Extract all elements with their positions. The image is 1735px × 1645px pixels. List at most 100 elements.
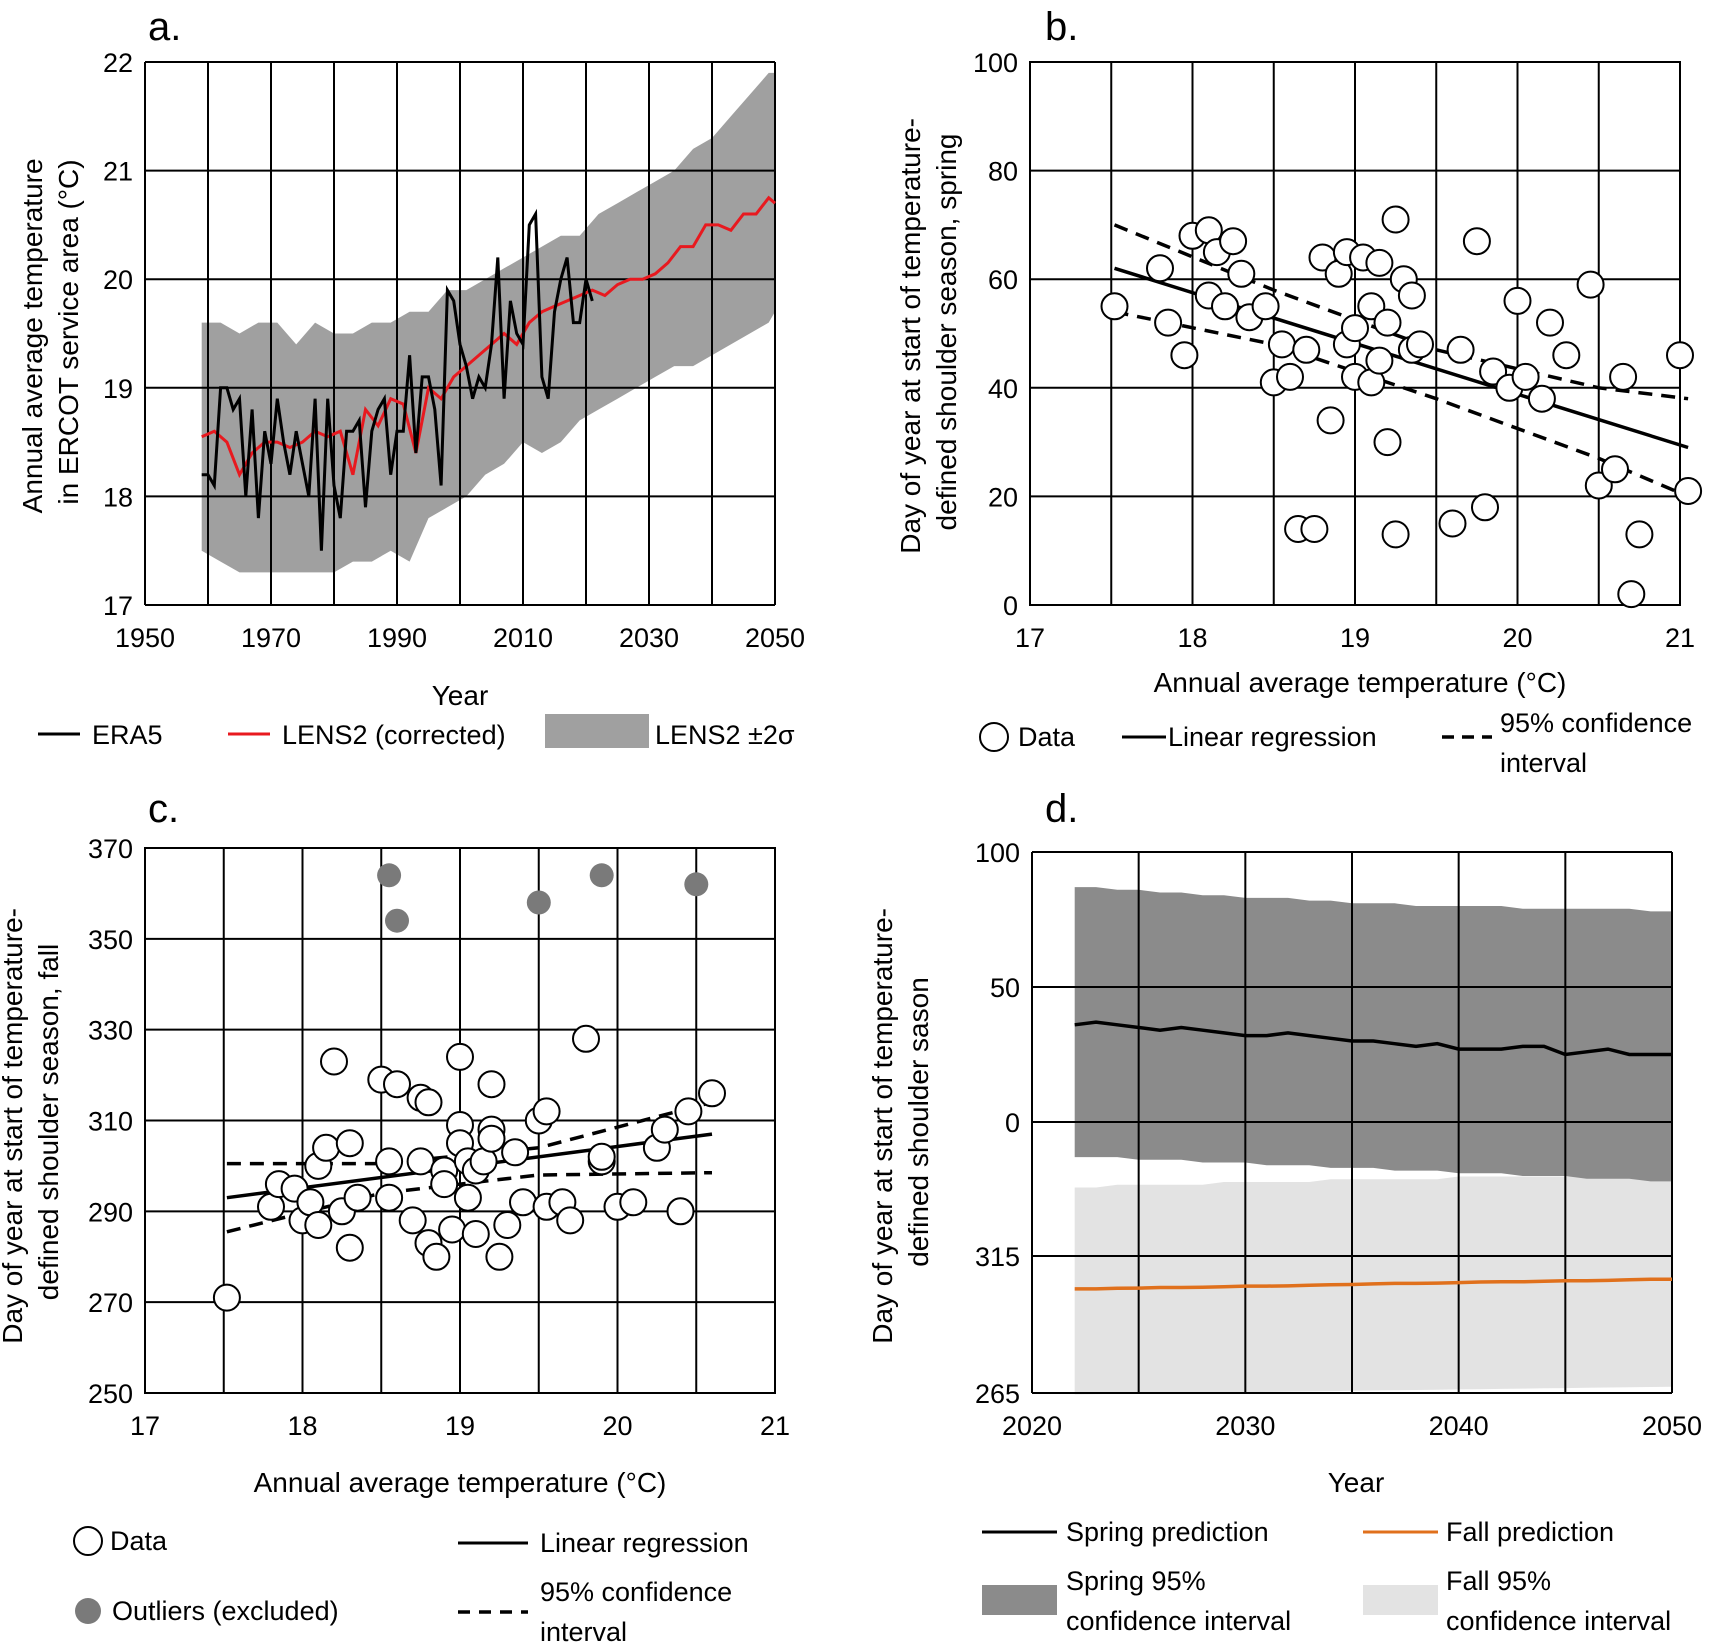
a-era5-line (201, 208, 594, 551)
b-x-tick-label: 21 (1665, 623, 1695, 653)
c-data-point (406, 1147, 435, 1176)
a-x-tick-label: 1990 (367, 623, 427, 653)
b-data-point (1381, 520, 1410, 549)
c-legend-regression-label: Linear regression (540, 1528, 749, 1558)
c-data-point (477, 1124, 506, 1153)
c-data-point (509, 1188, 537, 1217)
b-grid (1029, 61, 1681, 606)
c-y-tick-label: 310 (88, 1107, 133, 1137)
a-legend-era5-label: ERA5 (92, 720, 163, 750)
b-data-point (1552, 341, 1581, 370)
panel-a: a. 1950 1970 1990 2010 2030 2050171819202122 … (17, 5, 805, 750)
b-x-tick-label: 19 (1340, 623, 1370, 653)
panel-d: d. 2020 2030 2040 2050 100 50 0 315 265 Day of y… (867, 787, 1702, 1636)
c-y-tick-label: 270 (88, 1288, 133, 1318)
a-y-tick-label: 22 (103, 48, 133, 78)
b-data-point (1300, 515, 1329, 543)
d-x-axis-label: Year (1328, 1467, 1385, 1498)
b-data-point (1576, 270, 1605, 299)
c-data-point (304, 1211, 333, 1239)
b-data-point (1536, 308, 1564, 337)
d-fall-line (1074, 1277, 1672, 1291)
a-band-area (201, 72, 775, 573)
b-data-point (1609, 362, 1638, 391)
b-points-layer (1100, 205, 1703, 609)
b-x-axis-label: Annual average temperature (°C) (1154, 667, 1567, 698)
d-legend-spring-band-label: Spring 95% confidence interval (1066, 1566, 1291, 1636)
c-data-point (698, 1079, 726, 1108)
a-grid (144, 61, 776, 606)
a-x-tick-label: 1970 (241, 623, 301, 653)
c-legend-data-label: Data (110, 1526, 168, 1556)
d-x-tick-label: 2050 (1642, 1411, 1702, 1441)
b-data-point (1503, 286, 1532, 315)
c-data-point (320, 1047, 348, 1076)
c-legend-outlier-label: Outliers (excluded) (112, 1596, 339, 1626)
b-data-point (1365, 248, 1394, 277)
c-outlier-point (526, 890, 551, 915)
d-y-axis-label: Day of year at start of temperature- def… (867, 900, 934, 1344)
c-legend-ci-label: 95% confidence interval (540, 1577, 740, 1645)
c-data-point (532, 1097, 561, 1126)
c-data-point (587, 1142, 616, 1171)
b-data-point (1666, 341, 1694, 370)
b-legend-ci-label: 95% confidence interval (1500, 708, 1700, 778)
b-data-point (1446, 335, 1475, 364)
c-x-tick-label: 21 (760, 1411, 790, 1441)
a-legend-band-label: LENS2 ±2σ (655, 720, 795, 750)
c-outlier-point (385, 908, 409, 933)
d-grid (1031, 851, 1673, 1394)
a-y-tick-label: 19 (103, 374, 133, 404)
b-y-tick-label: 60 (988, 265, 1018, 295)
b-data-point (1462, 227, 1491, 256)
a-tick-labels: 1950 1970 1990 2010 2030 2050 17 18 19 20 21 22 (103, 48, 805, 653)
d-y-tick-label: 265 (975, 1379, 1020, 1409)
c-data-point (312, 1133, 341, 1162)
c-y-tick-label: 370 (88, 834, 133, 864)
c-data-point (212, 1283, 241, 1312)
c-x-tick-label: 17 (130, 1411, 160, 1441)
b-data-point (1251, 292, 1280, 321)
c-y-tick-label: 330 (88, 1016, 133, 1046)
b-data-point (1438, 509, 1467, 538)
c-data-point (477, 1070, 506, 1099)
c-data-point (619, 1188, 648, 1217)
c-y-tick-label: 350 (88, 925, 133, 955)
b-data-point (1397, 281, 1426, 310)
b-data-point (1601, 455, 1629, 484)
c-data-point (422, 1242, 451, 1271)
a-legend: ERA5 LENS2 (corrected) LENS2 ±2σ (38, 714, 795, 750)
c-data-point (572, 1024, 600, 1053)
d-legend-spring-label: Spring prediction (1066, 1517, 1269, 1547)
d-legend-spring-band-swatch (982, 1585, 1057, 1615)
a-x-tick-label: 2030 (619, 623, 679, 653)
c-legend-data-swatch (73, 1526, 103, 1556)
d-legend-fall-band-label: Fall 95% confidence interval (1446, 1566, 1671, 1636)
a-x-tick-label: 2050 (745, 623, 805, 653)
b-x-tick-label: 20 (1502, 623, 1532, 653)
c-outlier-point (589, 863, 614, 888)
a-y-tick-label: 17 (103, 591, 133, 621)
a-y-axis-label: Annual average temperature in ERCOT serv… (17, 151, 84, 514)
b-y-tick-label: 80 (988, 157, 1018, 187)
d-x-tick-label: 2030 (1215, 1411, 1275, 1441)
b-legend-regression-label: Linear regression (1168, 722, 1377, 752)
b-data-point (1511, 362, 1540, 391)
c-data-point (493, 1211, 522, 1239)
b-data-point (1617, 580, 1646, 609)
b-y-axis-label: Day of year at start of temperature- def… (895, 110, 962, 554)
a-y-tick-label: 20 (103, 265, 133, 295)
b-y-tick-label: 100 (973, 48, 1018, 78)
b-y-tick-label: 0 (1003, 591, 1018, 621)
d-y-tick-label: 315 (975, 1242, 1020, 1272)
b-legend: Data Linear regression 95% confidence in… (979, 708, 1700, 778)
c-outlier-point (377, 863, 402, 888)
c-y-axis-label: Day of year at start of temperature- def… (0, 900, 64, 1344)
d-y-tick-label: 0 (1005, 1108, 1020, 1138)
c-x-axis-label: Annual average temperature (°C) (254, 1467, 667, 1498)
d-lines-layer (1074, 1020, 1672, 1291)
b-data-point (1316, 406, 1345, 435)
b-data-point (1373, 308, 1402, 337)
a-x-tick-label: 2010 (493, 623, 553, 653)
panel-c-label: c. (148, 787, 179, 831)
